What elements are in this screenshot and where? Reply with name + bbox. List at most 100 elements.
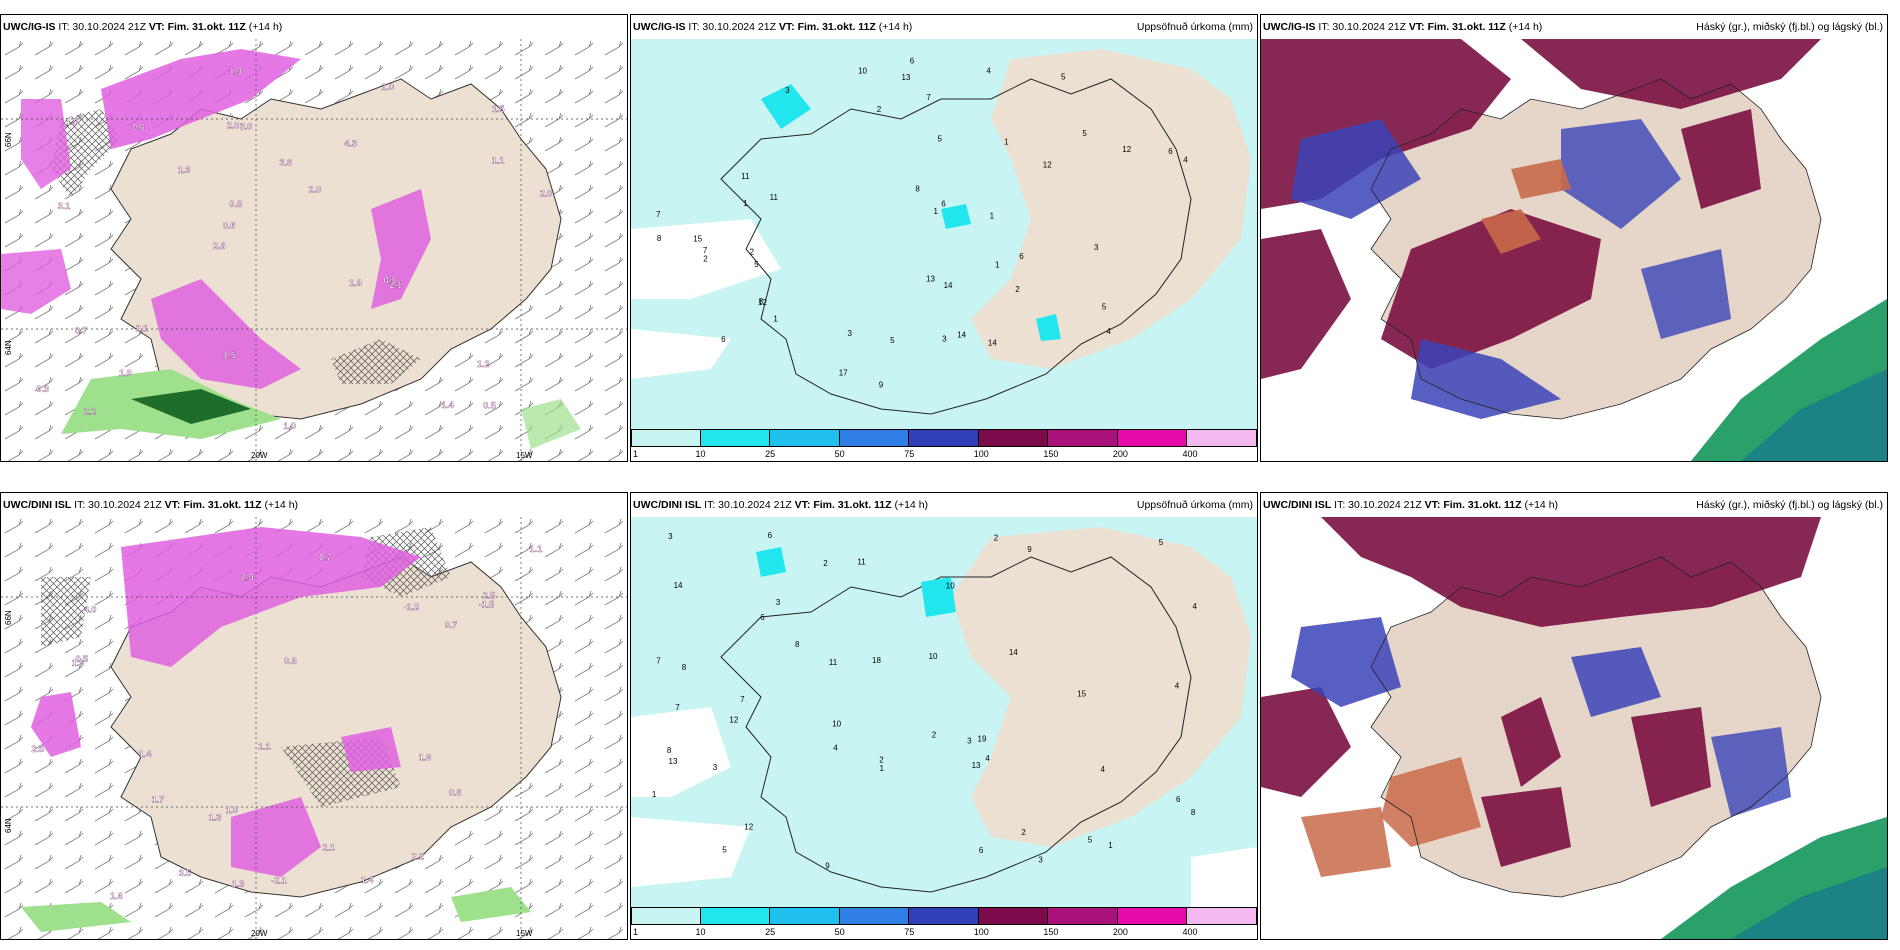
map-value-label: 1.8 xyxy=(66,117,79,127)
wind-map: 1.3 1.0 0.7 1.6 2.9 3.5 -1.1 2.5 2.1 1.9 4.0 -1.2 -1… xyxy=(1,517,627,939)
colorbar-swatch xyxy=(1048,907,1118,925)
precip-value-label: 4 xyxy=(1107,327,1112,336)
precip-value-label: 1 xyxy=(1004,137,1009,146)
panel-bottom-mid: UWC/DINI ISL IT: 30.10.2024 21Z VT: Fim.… xyxy=(630,492,1258,940)
precip-value-label: 12 xyxy=(1043,161,1052,170)
precip-value-label: 14 xyxy=(957,330,966,339)
precip-value-label: 8 xyxy=(657,234,662,243)
precip-value-label: 2 xyxy=(1021,828,1026,837)
valid-time: Fim. 31.okt. 11Z xyxy=(1443,499,1522,511)
green-shading xyxy=(451,887,531,922)
colorbar-tick-label: 75 xyxy=(904,927,915,937)
map-value-label: 1.6 xyxy=(110,891,123,901)
lat-label-64n: 64N xyxy=(4,340,13,355)
precip-value-label: 3 xyxy=(713,763,718,772)
model-name: UWC/IG-IS xyxy=(3,21,56,33)
map-value-label: 0.7 xyxy=(319,553,332,563)
colorbar-tick-label: 10 xyxy=(695,449,706,459)
precip-value-label: 5 xyxy=(722,846,727,855)
map-value-label: 2.1 xyxy=(136,323,149,333)
low-cloud-dark xyxy=(1321,517,1821,627)
precip-value-label: 10 xyxy=(832,719,841,728)
precip-map: 6535141158121215621910471217141326837456… xyxy=(631,39,1257,431)
map-value-label: -1.5 xyxy=(479,599,495,609)
value-labels: 0.53.11.52.84.32.22.03.60.71.30.31.03.02… xyxy=(36,66,552,431)
precip-value-label: 8 xyxy=(682,663,687,672)
colorbar-swatch xyxy=(978,429,1049,447)
panel-title: Uppsöfnuð úrkoma (mm) xyxy=(1136,499,1253,511)
precip-value-label: 6 xyxy=(941,200,946,209)
map-value-label: 0.9 xyxy=(384,275,397,285)
mid-cloud-brown xyxy=(1511,159,1571,199)
map-value-label: 1.4 xyxy=(441,400,454,410)
colorbar-tick-label: 1 xyxy=(633,449,639,459)
init-time: IT: 30.10.2024 21Z xyxy=(1334,499,1422,511)
map-value-label: 1.5 xyxy=(223,351,236,361)
precip-value-label: 7 xyxy=(926,93,931,102)
lon-label-15w: 15W xyxy=(516,451,533,460)
no-precip-area xyxy=(631,219,781,299)
panel-header: UWC/DINI ISL IT: 30.10.2024 21Z VT: Fim.… xyxy=(3,499,298,511)
colorbar-tick-label: 1 xyxy=(633,927,639,937)
colorbar-swatch xyxy=(1117,907,1188,925)
precip-colorbar: 1 10 25 50 75 100 150 200 400 xyxy=(631,907,1257,939)
map-value-label: 2.2 xyxy=(412,852,425,862)
precip-value-label: 9 xyxy=(1027,545,1032,554)
map-value-label: 2.5 xyxy=(31,744,44,754)
colorbar-swatch xyxy=(631,907,701,925)
colorbar-tick-label: 400 xyxy=(1182,927,1198,937)
colorbar-frame xyxy=(631,907,1257,925)
precip-value-label: 3 xyxy=(848,329,853,338)
model-name: UWC/IG-IS xyxy=(1263,21,1316,33)
precip-value-label: 6 xyxy=(910,57,915,66)
pink-shading xyxy=(101,49,301,149)
panel-bottom-right: UWC/DINI ISL IT: 30.10.2024 21Z VT: Fim.… xyxy=(1260,492,1888,940)
colorbar-swatch xyxy=(770,429,840,447)
no-precip-area xyxy=(1191,847,1257,909)
precip-value-label: 4 xyxy=(833,744,838,753)
colorbar-swatch xyxy=(839,429,910,447)
precip-value-label: 5 xyxy=(890,336,895,345)
map-value-label: 2.8 xyxy=(213,241,226,251)
pink-shading xyxy=(151,279,301,389)
cloud-map xyxy=(1261,517,1887,939)
colorbar-tick-label: 10 xyxy=(695,927,706,937)
green-shading xyxy=(521,399,581,449)
model-name: UWC/IG-IS xyxy=(633,21,686,33)
precip-value-label: 4 xyxy=(986,67,991,76)
lat-label-66n: 66N xyxy=(4,610,13,625)
map-value-label: -1.2 xyxy=(404,602,420,612)
map-value-label: 0.3 xyxy=(36,384,49,394)
precip-value-label: 8 xyxy=(759,297,764,306)
colorbar-swatch xyxy=(909,907,979,925)
map-value-label: 1.0 xyxy=(226,805,239,815)
precip-value-label: 15 xyxy=(1077,689,1086,698)
low-cloud-dark xyxy=(1501,697,1561,787)
colorbar-swatch xyxy=(839,907,910,925)
valid-time: Fim. 31.okt. 11Z xyxy=(183,499,262,511)
colorbar-frame xyxy=(631,429,1257,447)
panel-bottom-left: UWC/DINI ISL IT: 30.10.2024 21Z VT: Fim.… xyxy=(0,492,628,940)
hatched-area xyxy=(331,339,421,384)
map-value-label: 3.6 xyxy=(280,158,293,168)
forecast-step: (+14 h) xyxy=(894,499,929,511)
pink-shading xyxy=(21,99,71,189)
precip-value-label: 3 xyxy=(1038,856,1043,865)
precip-value-label: 4 xyxy=(1183,156,1188,165)
precip-value-label: 9 xyxy=(879,380,884,389)
precip-value-label: 8 xyxy=(667,746,672,755)
colorbar-swatch xyxy=(700,429,771,447)
map-value-label: 0.7 xyxy=(445,620,458,630)
precip-value-label: 2 xyxy=(750,248,755,257)
precip-value-label: 14 xyxy=(674,581,683,590)
green-shading xyxy=(21,902,131,932)
panel-header: UWC/IG-IS IT: 30.10.2024 21Z VT: Fim. 31… xyxy=(633,21,912,33)
mid-cloud-blue xyxy=(1711,727,1791,817)
map-value-label: 1.0 xyxy=(283,421,296,431)
panel-title: Háský (gr.), miðský (fj.bl.) og lágský (… xyxy=(1696,21,1883,33)
low-cloud-dark xyxy=(1631,707,1711,807)
init-time: IT: 30.10.2024 21Z xyxy=(74,499,162,511)
precip-value-label: 7 xyxy=(740,695,745,704)
precip-value-label: 6 xyxy=(760,613,765,622)
